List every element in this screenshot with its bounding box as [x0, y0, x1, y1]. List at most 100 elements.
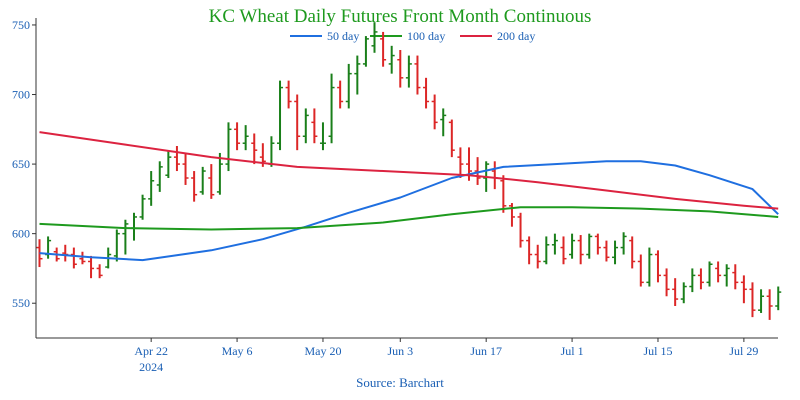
- price-bar: [88, 255, 95, 279]
- price-bar: [646, 247, 653, 287]
- price-bar: [577, 235, 584, 265]
- price-bar: [216, 152, 223, 195]
- price-bar: [113, 229, 120, 262]
- price-bar: [139, 194, 146, 220]
- price-bar: [534, 244, 541, 269]
- chart-title: KC Wheat Daily Futures Front Month Conti…: [209, 6, 592, 27]
- price-bar: [637, 254, 644, 287]
- price-bar: [251, 133, 258, 165]
- x-tick-label: Jul 15: [643, 344, 672, 358]
- price-bar: [397, 50, 404, 88]
- price-bar: [766, 289, 773, 320]
- ma-line-100-day: [39, 206, 779, 231]
- price-bar: [586, 233, 593, 259]
- x-tick-label: Jun 17: [470, 344, 502, 358]
- price-bar: [594, 233, 601, 255]
- x-tick-label: Apr 22: [134, 344, 168, 358]
- legend-label-50day: 50 day: [327, 29, 359, 43]
- price-bar: [96, 264, 103, 279]
- price-bar: [715, 261, 722, 283]
- price-bar: [697, 268, 704, 290]
- y-ticks: 550 600 650 700 750: [12, 18, 36, 310]
- x-tick-label: Jul 1: [561, 344, 584, 358]
- price-bar: [612, 240, 619, 265]
- price-bar: [130, 212, 137, 241]
- price-bar: [191, 171, 198, 202]
- ma-line-200-day: [39, 131, 779, 210]
- x-tick-label: Jul 29: [729, 344, 758, 358]
- price-bar: [173, 146, 180, 172]
- price-bar: [328, 73, 335, 144]
- price-bar: [122, 219, 129, 255]
- price-bar: [302, 108, 309, 144]
- price-bars: [36, 22, 782, 320]
- price-bar: [277, 80, 284, 151]
- price-bar: [500, 175, 507, 213]
- price-bar: [70, 247, 77, 269]
- price-bar: [371, 22, 378, 53]
- price-bar: [311, 108, 318, 144]
- price-bar: [208, 164, 215, 199]
- price-bar: [517, 212, 524, 248]
- price-bar: [234, 122, 241, 151]
- moving-average-lines: [39, 131, 779, 262]
- price-bar: [268, 136, 275, 167]
- y-tick-label: 550: [12, 296, 30, 310]
- price-bar: [423, 77, 430, 109]
- price-bar: [457, 147, 464, 178]
- y-tick-label: 700: [12, 88, 30, 102]
- price-bar: [337, 80, 344, 109]
- price-bar: [560, 236, 567, 265]
- ma-line-50-day: [39, 160, 779, 262]
- price-bar: [620, 232, 627, 255]
- price-bar: [354, 55, 361, 95]
- price-bar: [380, 31, 387, 67]
- price-bar: [225, 122, 232, 172]
- price-bar: [526, 236, 533, 265]
- price-bar: [551, 233, 558, 255]
- price-bar: [775, 286, 782, 311]
- x-tick-sublabel: 2024: [139, 360, 163, 374]
- price-bar: [165, 150, 172, 178]
- y-tick-label: 750: [12, 18, 30, 32]
- price-bar: [431, 94, 438, 130]
- price-bar: [294, 94, 301, 151]
- price-bar: [148, 171, 155, 206]
- price-bar: [706, 261, 713, 287]
- y-tick-label: 600: [12, 227, 30, 241]
- price-bar: [448, 119, 455, 158]
- price-bar: [689, 268, 696, 293]
- price-bar: [758, 289, 765, 313]
- price-bar: [654, 250, 661, 283]
- price-bar: [182, 152, 189, 185]
- price-bar: [45, 236, 52, 259]
- x-tick-label: May 6: [222, 344, 253, 358]
- price-bar: [62, 244, 69, 262]
- price-bar: [508, 203, 515, 227]
- price-bar: [285, 80, 292, 109]
- price-bar: [569, 233, 576, 259]
- price-bar: [405, 55, 412, 88]
- price-bar: [388, 45, 395, 74]
- price-bar: [672, 278, 679, 306]
- price-bar: [79, 251, 86, 265]
- price-bar: [740, 275, 747, 304]
- legend-label-200day: 200 day: [497, 29, 535, 43]
- price-bar: [723, 264, 730, 287]
- price-bar: [629, 236, 636, 269]
- price-bar: [414, 55, 421, 95]
- price-bar: [199, 166, 206, 195]
- price-bar: [749, 282, 756, 318]
- price-bar: [362, 36, 369, 67]
- price-bar: [242, 125, 249, 151]
- y-tick-label: 650: [12, 157, 30, 171]
- price-bar: [319, 122, 326, 151]
- x-ticks: Apr 22 2024 May 6 May 20 Jun 3 Jun 17 Jul 1 Jul…: [134, 338, 758, 374]
- price-bar: [680, 282, 687, 304]
- price-bar: [663, 268, 670, 297]
- x-tick-label: Jun 3: [387, 344, 413, 358]
- price-bar: [732, 264, 739, 290]
- price-bar: [543, 236, 550, 265]
- price-bar: [345, 63, 352, 109]
